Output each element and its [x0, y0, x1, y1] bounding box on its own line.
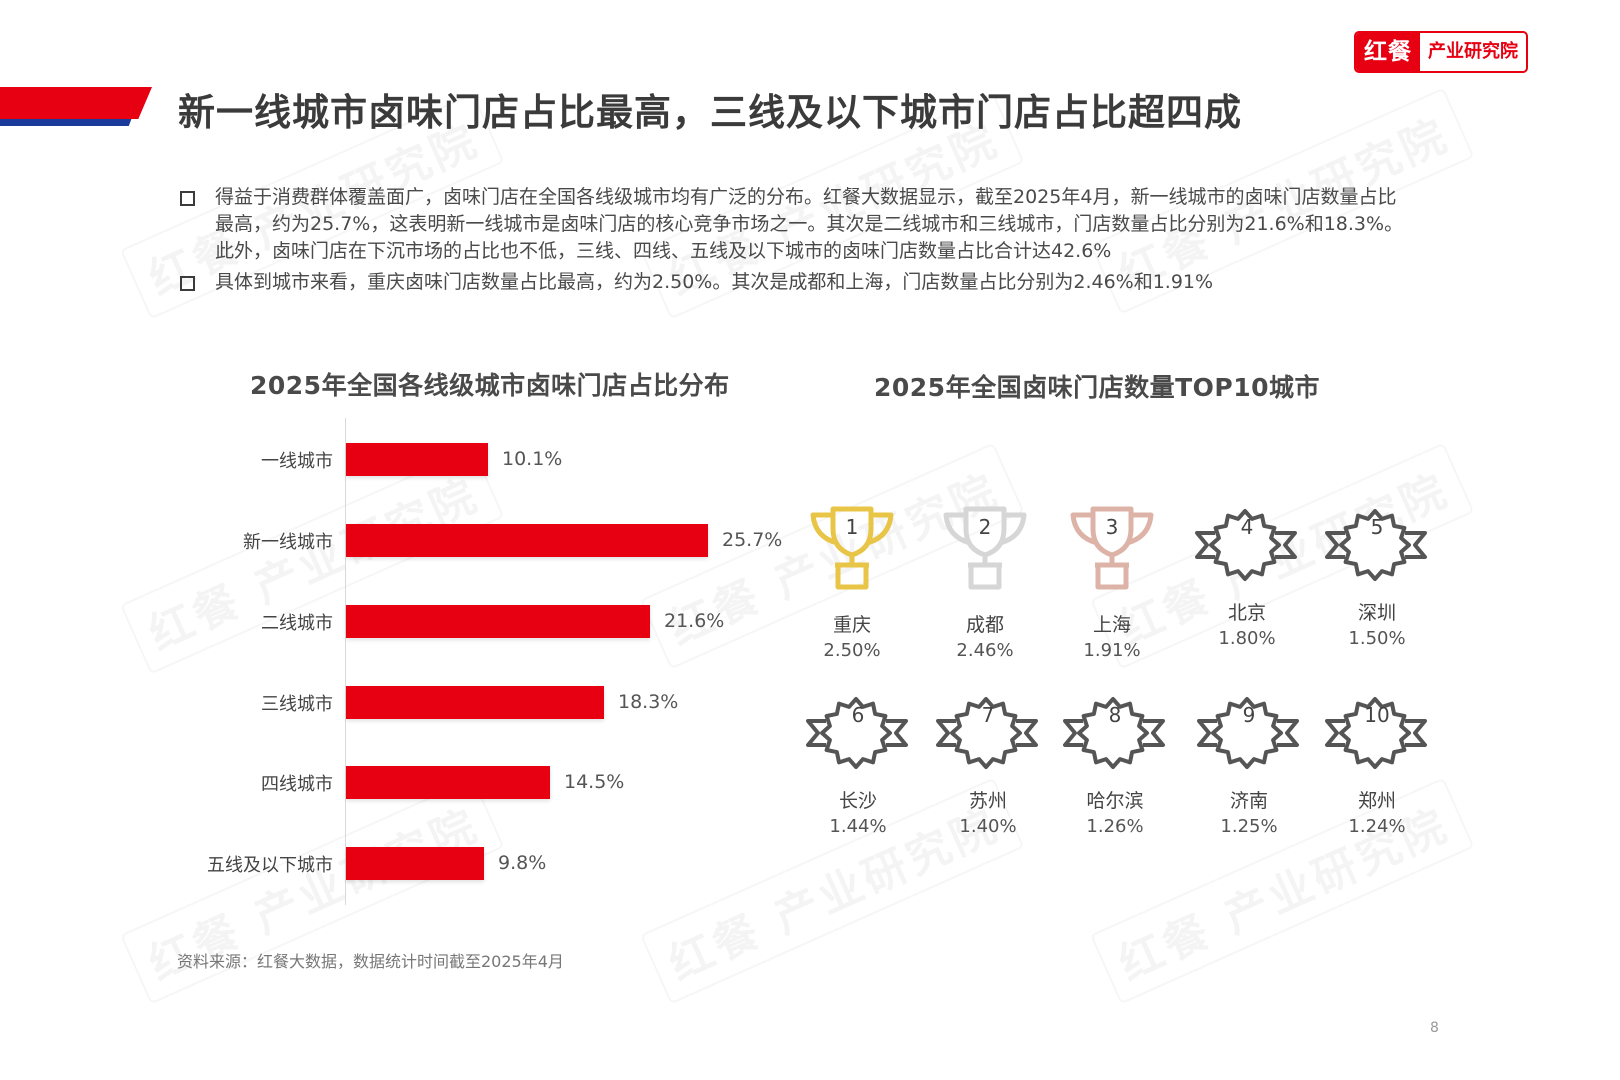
rank-number: 4 — [1240, 515, 1254, 539]
top-city-item: 4 北京 1.80% — [1182, 505, 1312, 651]
top-city-item: 1 重庆 2.50% — [787, 505, 917, 663]
bar — [346, 847, 484, 880]
bar-label: 三线城市 — [261, 694, 333, 715]
city-share: 2.46% — [956, 640, 1014, 661]
city-share: 1.44% — [829, 816, 887, 837]
silver-trophy-icon: 2 — [920, 505, 1050, 595]
rank-number: 1 — [845, 515, 859, 539]
square-bullet-icon — [180, 276, 195, 291]
city-share: 1.80% — [1218, 628, 1276, 649]
rank-badge-icon: 10 — [1312, 693, 1442, 783]
rank-badge-icon: 7 — [923, 693, 1053, 783]
chart-axis-line — [345, 418, 346, 905]
rank-number: 9 — [1242, 703, 1256, 727]
bar-row: 二线城市 21.6% — [0, 605, 800, 639]
title-band-red — [0, 87, 152, 119]
city-share: 1.26% — [1086, 816, 1144, 837]
rank-badge-icon: 6 — [793, 693, 923, 783]
square-bullet-icon — [180, 191, 195, 206]
rank-number: 5 — [1370, 515, 1384, 539]
logo-name: 产业研究院 — [1428, 41, 1518, 62]
bullet-paragraph: 得益于消费群体覆盖面广，卤味门店在全国各线级城市均有广泛的分布。红餐大数据显示，… — [180, 184, 1410, 265]
rank-badge-icon: 5 — [1312, 505, 1442, 595]
bar-label: 二线城市 — [261, 613, 333, 634]
city-name: 成都 — [965, 614, 1004, 636]
rank-badge-icon: 8 — [1050, 693, 1180, 783]
page-number: 8 — [1430, 1020, 1439, 1036]
gold-trophy-icon: 1 — [787, 505, 917, 595]
page-title: 新一线城市卤味门店占比最高，三线及以下城市门店占比超四成 — [178, 91, 1242, 134]
top-city-item: 3 上海 1.91% — [1047, 505, 1177, 663]
left-chart-title: 2025年全国各线级城市卤味门店占比分布 — [250, 371, 730, 400]
city-share: 1.25% — [1220, 816, 1278, 837]
bronze-trophy-icon: 3 — [1047, 505, 1177, 595]
city-name: 上海 — [1092, 614, 1131, 636]
city-name: 济南 — [1229, 790, 1268, 812]
rank-badge-icon: 9 — [1184, 693, 1314, 783]
bar — [346, 605, 650, 638]
bullet-text: 具体到城市来看，重庆卤味门店数量占比最高，约为2.50%。其次是成都和上海，门店… — [215, 271, 1214, 293]
rank-number: 10 — [1364, 703, 1390, 727]
city-share: 1.91% — [1083, 640, 1141, 661]
city-share: 1.40% — [959, 816, 1017, 837]
bar — [346, 443, 488, 476]
city-share: 1.24% — [1348, 816, 1406, 837]
bar-value: 9.8% — [498, 852, 547, 874]
rank-number: 8 — [1108, 703, 1122, 727]
top-city-item: 8 哈尔滨 1.26% — [1050, 693, 1180, 839]
bar-row: 四线城市 14.5% — [0, 766, 800, 800]
city-name: 哈尔滨 — [1086, 790, 1144, 812]
brand-logo: 红餐 产业研究院 — [1354, 31, 1528, 73]
source-note: 资料来源：红餐大数据，数据统计时间截至2025年4月 — [177, 952, 564, 971]
top-city-item: 6 长沙 1.44% — [793, 693, 923, 839]
logo-mark: 红餐 — [1356, 33, 1420, 71]
city-name: 郑州 — [1357, 790, 1396, 812]
bar-label: 四线城市 — [261, 774, 333, 795]
bar-label: 新一线城市 — [243, 532, 333, 553]
rank-number: 3 — [1105, 515, 1119, 539]
bar-row: 三线城市 18.3% — [0, 686, 800, 720]
city-name: 北京 — [1227, 602, 1266, 624]
bullet-paragraph: 具体到城市来看，重庆卤味门店数量占比最高，约为2.50%。其次是成都和上海，门店… — [180, 269, 1410, 296]
bar-row: 五线及以下城市 9.8% — [0, 847, 800, 881]
bar-row: 一线城市 10.1% — [0, 443, 800, 477]
bar-value: 25.7% — [722, 529, 783, 551]
rank-number: 7 — [981, 703, 995, 727]
top-city-item: 2 成都 2.46% — [920, 505, 1050, 663]
city-name: 苏州 — [968, 790, 1007, 812]
bar — [346, 524, 708, 557]
city-share: 2.50% — [823, 640, 881, 661]
city-share: 1.50% — [1348, 628, 1406, 649]
bar — [346, 766, 550, 799]
top-city-item: 7 苏州 1.40% — [923, 693, 1053, 839]
bar-value: 21.6% — [664, 610, 725, 632]
bar-value: 18.3% — [618, 691, 679, 713]
bar — [346, 686, 604, 719]
bar-label: 一线城市 — [261, 451, 333, 472]
bar-row: 新一线城市 25.7% — [0, 524, 800, 558]
rank-number: 6 — [851, 703, 865, 727]
watermark: 红餐 产业研究院 — [120, 447, 505, 674]
right-panel-title: 2025年全国卤味门店数量TOP10城市 — [874, 373, 1320, 402]
city-name: 长沙 — [838, 790, 877, 812]
top-city-item: 9 济南 1.25% — [1184, 693, 1314, 839]
bar-value: 10.1% — [502, 448, 563, 470]
city-name: 重庆 — [832, 614, 871, 636]
city-name: 深圳 — [1357, 602, 1396, 624]
bar-value: 14.5% — [564, 771, 625, 793]
top-city-item: 10 郑州 1.24% — [1312, 693, 1442, 839]
bullet-text: 得益于消费群体覆盖面广，卤味门店在全国各线级城市均有广泛的分布。红餐大数据显示，… — [215, 186, 1404, 262]
top-city-item: 5 深圳 1.50% — [1312, 505, 1442, 651]
rank-badge-icon: 4 — [1182, 505, 1312, 595]
rank-number: 2 — [978, 515, 992, 539]
bar-label: 五线及以下城市 — [207, 855, 333, 876]
